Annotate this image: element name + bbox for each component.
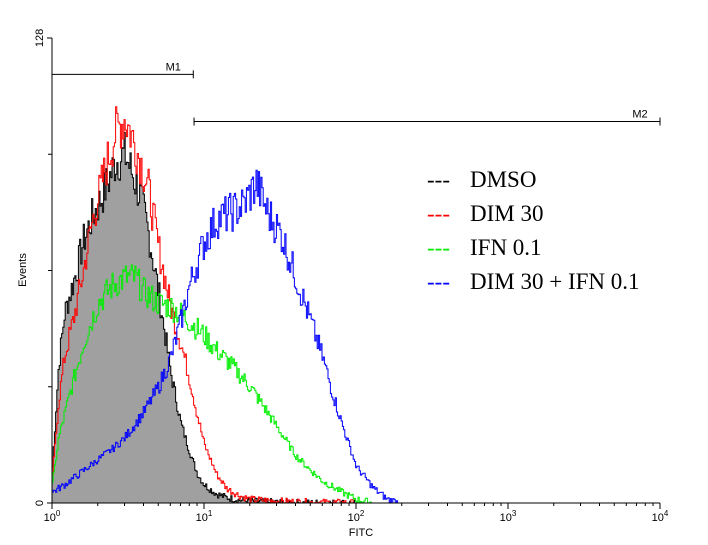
x-tick-label: 102	[348, 509, 365, 524]
series-dim30-line	[52, 106, 356, 504]
legend-swatch: ---	[427, 235, 450, 260]
series-ifn-line	[52, 264, 373, 504]
y-axis-label: Events	[17, 253, 29, 287]
series-dmso-fill	[52, 132, 356, 503]
legend-label: DIM 30 + IFN 0.1	[470, 269, 640, 294]
legend-label: IFN 0.1	[470, 235, 542, 260]
legend: --- DMSO --- DIM 30 --- IFN 0.1 --- DIM 30 + IF…	[427, 167, 640, 294]
series-ifn	[52, 264, 373, 504]
legend-entry: --- DIM 30	[427, 201, 543, 226]
marker-label: M2	[632, 109, 647, 121]
x-axis-ticks: 100 101 102 103 104	[44, 503, 669, 524]
legend-swatch: ---	[427, 201, 450, 226]
x-tick-label: 104	[652, 509, 669, 524]
x-tick-label: 103	[500, 509, 517, 524]
y-tick-label: 0	[34, 500, 46, 506]
series-dim_ifn-line	[52, 169, 402, 504]
series-dim30	[52, 106, 356, 504]
gate-markers: M1 M2	[51, 61, 661, 126]
legend-entry: --- IFN 0.1	[427, 235, 542, 260]
marker-m1: M1	[51, 61, 194, 79]
legend-entry: --- DMSO	[427, 167, 536, 192]
y-axis-ticks: 0 128	[34, 29, 52, 506]
x-tick-label: 100	[44, 509, 61, 524]
legend-swatch: ---	[427, 167, 450, 192]
x-axis-label: FITC	[349, 527, 373, 539]
marker-m2: M2	[193, 109, 661, 126]
legend-entry: --- DIM 30 + IFN 0.1	[427, 269, 640, 294]
x-tick-label: 101	[196, 509, 213, 524]
legend-label: DIM 30	[470, 201, 543, 226]
series-dim_ifn	[52, 169, 402, 504]
series-layer	[52, 106, 402, 504]
legend-swatch: ---	[427, 269, 450, 294]
series-dmso	[52, 132, 357, 504]
legend-label: DMSO	[470, 167, 536, 192]
y-tick-label: 128	[34, 29, 46, 47]
marker-label: M1	[166, 61, 181, 73]
